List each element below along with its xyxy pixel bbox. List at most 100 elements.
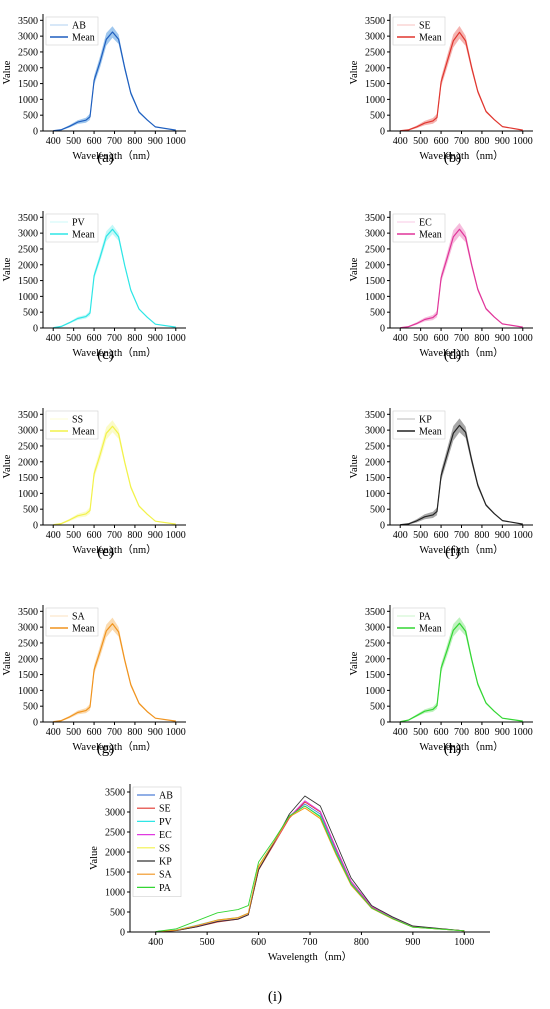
- y-tick-label: 2500: [365, 47, 385, 58]
- legend-label: Mean: [72, 624, 95, 635]
- y-tick-label: 1500: [105, 868, 125, 879]
- y-tick-label: 3500: [365, 16, 385, 27]
- series-line-mean: [400, 31, 523, 132]
- x-tick-label: 600: [87, 727, 102, 738]
- panel-label: (b): [444, 150, 462, 166]
- series-line-ec: [155, 800, 465, 933]
- legend-label: PV: [72, 218, 86, 229]
- y-tick-label: 1500: [365, 276, 385, 287]
- x-tick-label: 500: [413, 136, 428, 147]
- y-tick-label: 2000: [18, 260, 38, 271]
- x-axis-title: Wavelength（nm）: [268, 951, 352, 963]
- panel-label: (h): [444, 741, 462, 757]
- panel-label: (i): [268, 989, 282, 1005]
- y-tick-label: 1000: [365, 95, 385, 106]
- legend-label: SS: [72, 415, 83, 426]
- legend-label: Mean: [72, 230, 95, 241]
- y-tick-label: 0: [380, 324, 385, 335]
- y-tick-label: 3500: [365, 410, 385, 421]
- y-tick-label: 1500: [18, 276, 38, 287]
- y-tick-label: 0: [380, 718, 385, 729]
- x-tick-label: 1000: [513, 333, 533, 344]
- y-tick-label: 2500: [105, 828, 125, 839]
- y-tick-label: 500: [370, 702, 385, 713]
- x-tick-label: 900: [495, 333, 510, 344]
- x-axis-title: Wavelength（nm）: [72, 544, 156, 556]
- chart-panel-d: 400 500 600 700 800 900 1000050010001500200025…: [349, 211, 533, 363]
- y-tick-label: 2500: [365, 638, 385, 649]
- legend-label: AB: [159, 791, 173, 802]
- x-axis-title: Wavelength（nm）: [419, 544, 503, 556]
- y-tick-label: 0: [33, 521, 38, 532]
- x-tick-label: 1000: [513, 727, 533, 738]
- x-tick-label: 900: [495, 727, 510, 738]
- x-tick-label: 400: [46, 333, 61, 344]
- legend-label: SS: [159, 843, 170, 854]
- y-tick-label: 2000: [365, 260, 385, 271]
- x-tick-label: 500: [66, 136, 81, 147]
- y-tick-label: 3000: [18, 229, 38, 240]
- x-axis-title: Wavelength（nm）: [419, 150, 503, 162]
- y-tick-label: 3500: [365, 607, 385, 618]
- legend-label: Mean: [72, 33, 95, 44]
- x-tick-label: 500: [66, 333, 81, 344]
- legend-label: Mean: [419, 230, 442, 241]
- y-tick-label: 3500: [18, 16, 38, 27]
- y-tick-label: 3000: [18, 426, 38, 437]
- y-tick-label: 3000: [365, 426, 385, 437]
- x-tick-label: 600: [87, 333, 102, 344]
- x-tick-label: 700: [107, 530, 122, 541]
- legend-label: Mean: [419, 624, 442, 635]
- x-tick-label: 700: [107, 333, 122, 344]
- y-tick-label: 500: [23, 505, 38, 516]
- y-tick-label: 3000: [365, 32, 385, 43]
- y-tick-label: 1500: [18, 473, 38, 484]
- x-tick-label: 500: [413, 530, 428, 541]
- y-tick-label: 0: [33, 324, 38, 335]
- panel-label: (f): [445, 544, 460, 560]
- x-tick-label: 400: [393, 136, 408, 147]
- x-tick-label: 900: [148, 333, 163, 344]
- series-line-se: [155, 801, 465, 933]
- series-line-pa: [155, 805, 465, 933]
- x-tick-label: 800: [127, 530, 142, 541]
- x-tick-label: 400: [393, 333, 408, 344]
- legend-box: [392, 16, 446, 46]
- legend-label: PA: [419, 612, 432, 623]
- panel-label: (e): [97, 544, 114, 560]
- y-tick-label: 3500: [18, 213, 38, 224]
- chart-panel-g: 400 500 600 700 800 900 1000050010001500200025…: [2, 605, 186, 757]
- legend-box: [392, 410, 446, 440]
- x-tick-label: 600: [87, 136, 102, 147]
- legend-label: Mean: [72, 427, 95, 438]
- x-tick-label: 800: [474, 727, 489, 738]
- y-tick-label: 3500: [365, 213, 385, 224]
- legend-label: SA: [159, 870, 173, 881]
- y-tick-label: 3000: [18, 623, 38, 634]
- y-axis-title: Value: [349, 257, 360, 281]
- y-tick-label: 2000: [365, 63, 385, 74]
- x-tick-label: 400: [46, 136, 61, 147]
- y-tick-label: 1500: [18, 79, 38, 90]
- panel-label: (a): [97, 150, 114, 166]
- panel-label: (g): [97, 741, 115, 757]
- series-line-pv: [155, 805, 465, 933]
- y-tick-label: 2500: [18, 244, 38, 255]
- y-tick-label: 1500: [365, 670, 385, 681]
- y-tick-label: 1000: [18, 686, 38, 697]
- legend-box: [132, 786, 182, 897]
- y-tick-label: 1500: [365, 79, 385, 90]
- legend-label: EC: [159, 830, 172, 841]
- x-tick-label: 600: [434, 727, 449, 738]
- x-tick-label: 600: [87, 530, 102, 541]
- x-tick-label: 800: [474, 530, 489, 541]
- y-tick-label: 2000: [365, 654, 385, 665]
- y-tick-label: 2500: [365, 244, 385, 255]
- panel-label: (c): [97, 347, 114, 363]
- legend-label: SE: [419, 21, 431, 32]
- y-tick-label: 1000: [365, 686, 385, 697]
- x-tick-label: 1000: [166, 530, 186, 541]
- series-line-mean: [400, 228, 523, 329]
- y-tick-label: 3000: [365, 229, 385, 240]
